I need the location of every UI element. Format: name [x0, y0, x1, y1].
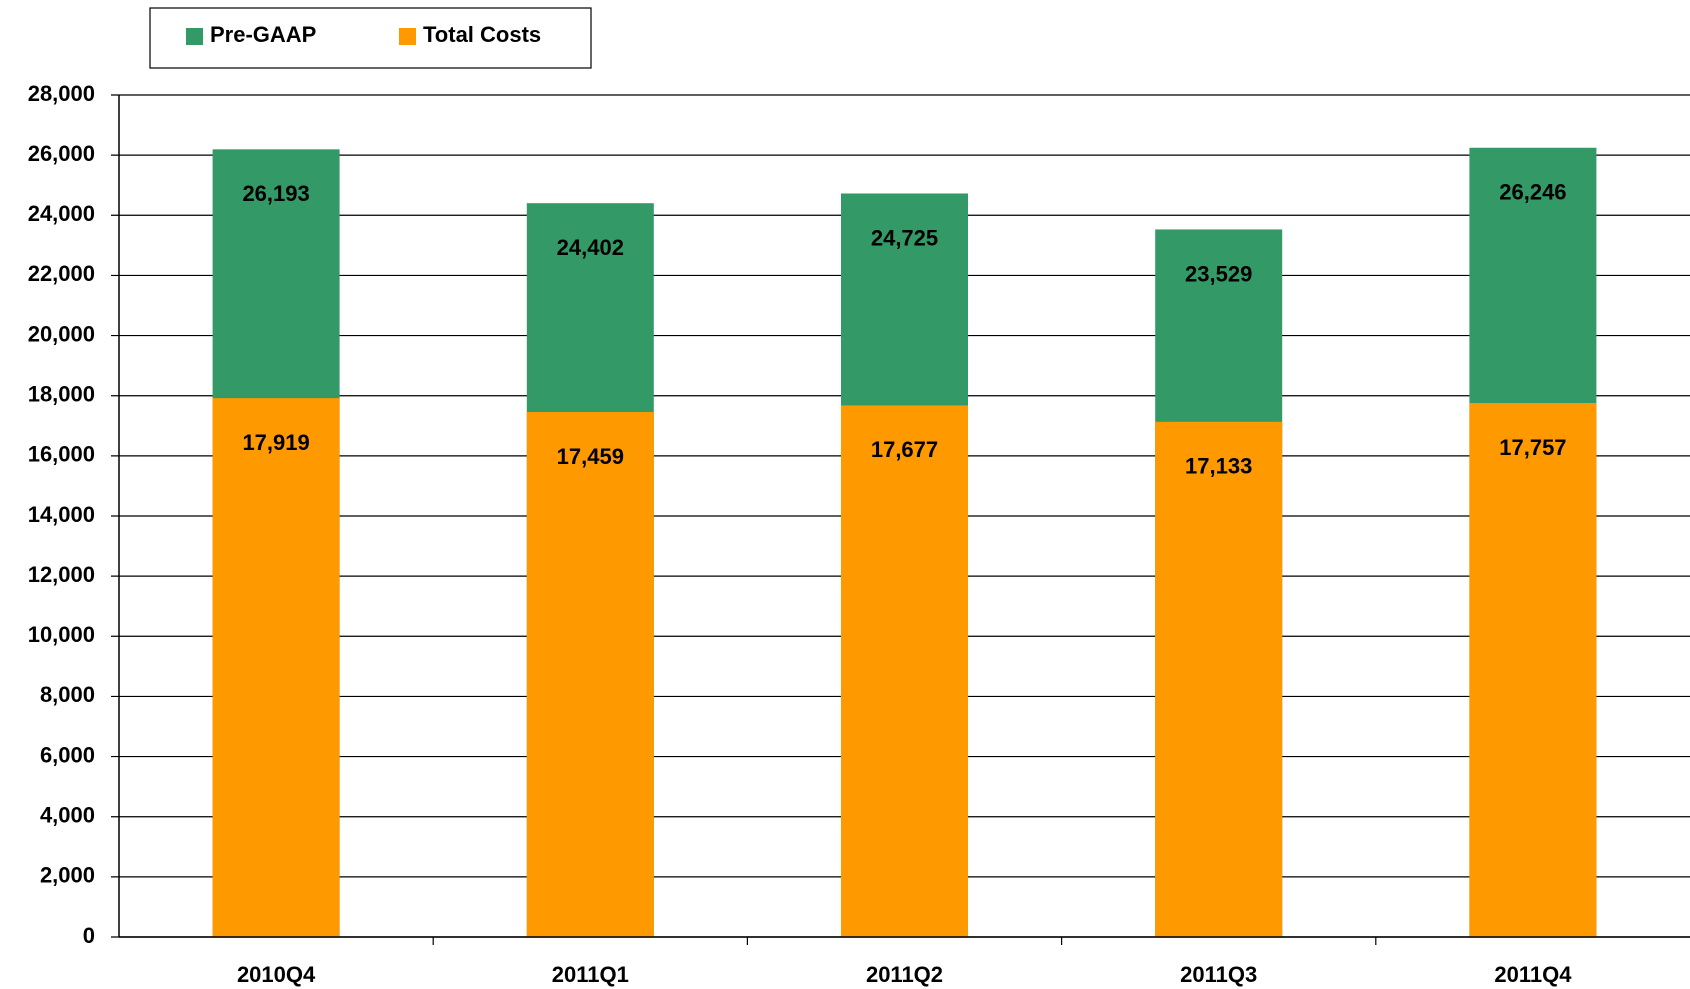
x-tick-label: 2011Q3: [1180, 962, 1257, 987]
y-tick-label: 12,000: [28, 562, 95, 587]
y-tick-label: 18,000: [28, 382, 95, 407]
value-label: 17,459: [557, 444, 624, 469]
legend-swatch: [186, 28, 203, 45]
value-label: 17,757: [1499, 435, 1566, 460]
x-tick-label: 2010Q4: [237, 962, 316, 987]
value-label: 24,402: [557, 235, 624, 260]
y-tick-label: 4,000: [40, 803, 95, 828]
x-tick-label: 2011Q1: [552, 962, 629, 987]
x-tick-label: 2011Q2: [866, 962, 943, 987]
legend-swatch: [399, 28, 416, 45]
y-tick-label: 28,000: [28, 81, 95, 106]
y-tick-label: 24,000: [28, 201, 95, 226]
bar: [1155, 421, 1283, 937]
y-tick-label: 26,000: [28, 141, 95, 166]
bar: [1469, 403, 1597, 938]
legend-label: Total Costs: [423, 22, 541, 47]
legend-box: [149, 7, 592, 69]
y-tick-label: 14,000: [28, 502, 95, 527]
x-tick-label: 2011Q4: [1494, 962, 1572, 987]
bar: [841, 405, 968, 937]
bar: [212, 398, 340, 937]
value-label: 23,529: [1185, 261, 1252, 286]
value-label: 17,919: [242, 430, 309, 455]
legend-label: Pre-GAAP: [210, 22, 316, 47]
y-tick-label: 10,000: [28, 622, 95, 647]
value-label: 17,677: [871, 437, 938, 462]
y-tick-label: 20,000: [28, 321, 95, 346]
value-label: 24,725: [871, 225, 938, 250]
y-tick-label: 6,000: [40, 742, 95, 767]
y-tick-label: 16,000: [28, 442, 95, 467]
value-label: 26,246: [1499, 180, 1566, 205]
y-tick-label: 0: [83, 923, 95, 948]
y-tick-label: 2,000: [40, 863, 95, 888]
bar: [526, 411, 654, 938]
value-label: 26,193: [242, 181, 309, 206]
value-label: 17,133: [1185, 454, 1252, 479]
y-tick-label: 8,000: [40, 682, 95, 707]
y-tick-label: 22,000: [28, 261, 95, 286]
